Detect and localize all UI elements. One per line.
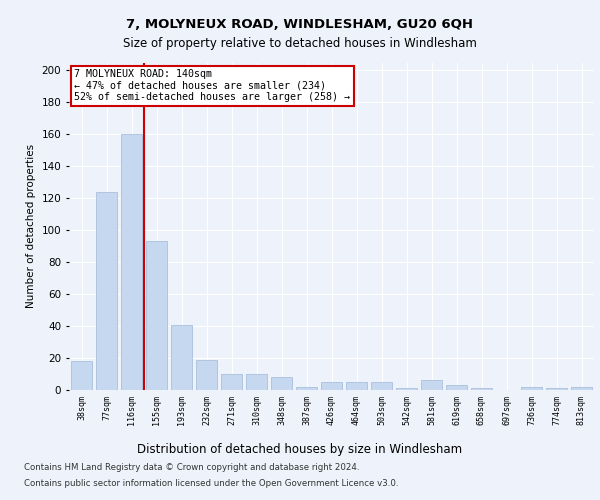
Text: Distribution of detached houses by size in Windlesham: Distribution of detached houses by size … [137, 442, 463, 456]
Bar [271, 377, 292, 390]
Bar [371, 382, 392, 390]
Text: Contains public sector information licensed under the Open Government Licence v3: Contains public sector information licen… [24, 478, 398, 488]
Text: 7 MOLYNEUX ROAD: 140sqm
← 47% of detached houses are smaller (234)
52% of semi-d: 7 MOLYNEUX ROAD: 140sqm ← 47% of detache… [74, 69, 350, 102]
Bar [396, 388, 417, 390]
Bar [71, 361, 92, 390]
Bar [121, 134, 142, 390]
Bar [546, 388, 567, 390]
Bar [346, 382, 367, 390]
Bar [521, 387, 542, 390]
Bar [296, 387, 317, 390]
Bar [446, 385, 467, 390]
Bar [571, 387, 592, 390]
Y-axis label: Number of detached properties: Number of detached properties [26, 144, 36, 308]
Bar [221, 374, 242, 390]
Text: Contains HM Land Registry data © Crown copyright and database right 2024.: Contains HM Land Registry data © Crown c… [24, 464, 359, 472]
Bar [196, 360, 217, 390]
Bar [421, 380, 442, 390]
Bar [471, 388, 492, 390]
Bar [321, 382, 342, 390]
Text: Size of property relative to detached houses in Windlesham: Size of property relative to detached ho… [123, 38, 477, 51]
Text: 7, MOLYNEUX ROAD, WINDLESHAM, GU20 6QH: 7, MOLYNEUX ROAD, WINDLESHAM, GU20 6QH [127, 18, 473, 30]
Bar [171, 324, 192, 390]
Bar [246, 374, 267, 390]
Bar [146, 242, 167, 390]
Bar [96, 192, 117, 390]
